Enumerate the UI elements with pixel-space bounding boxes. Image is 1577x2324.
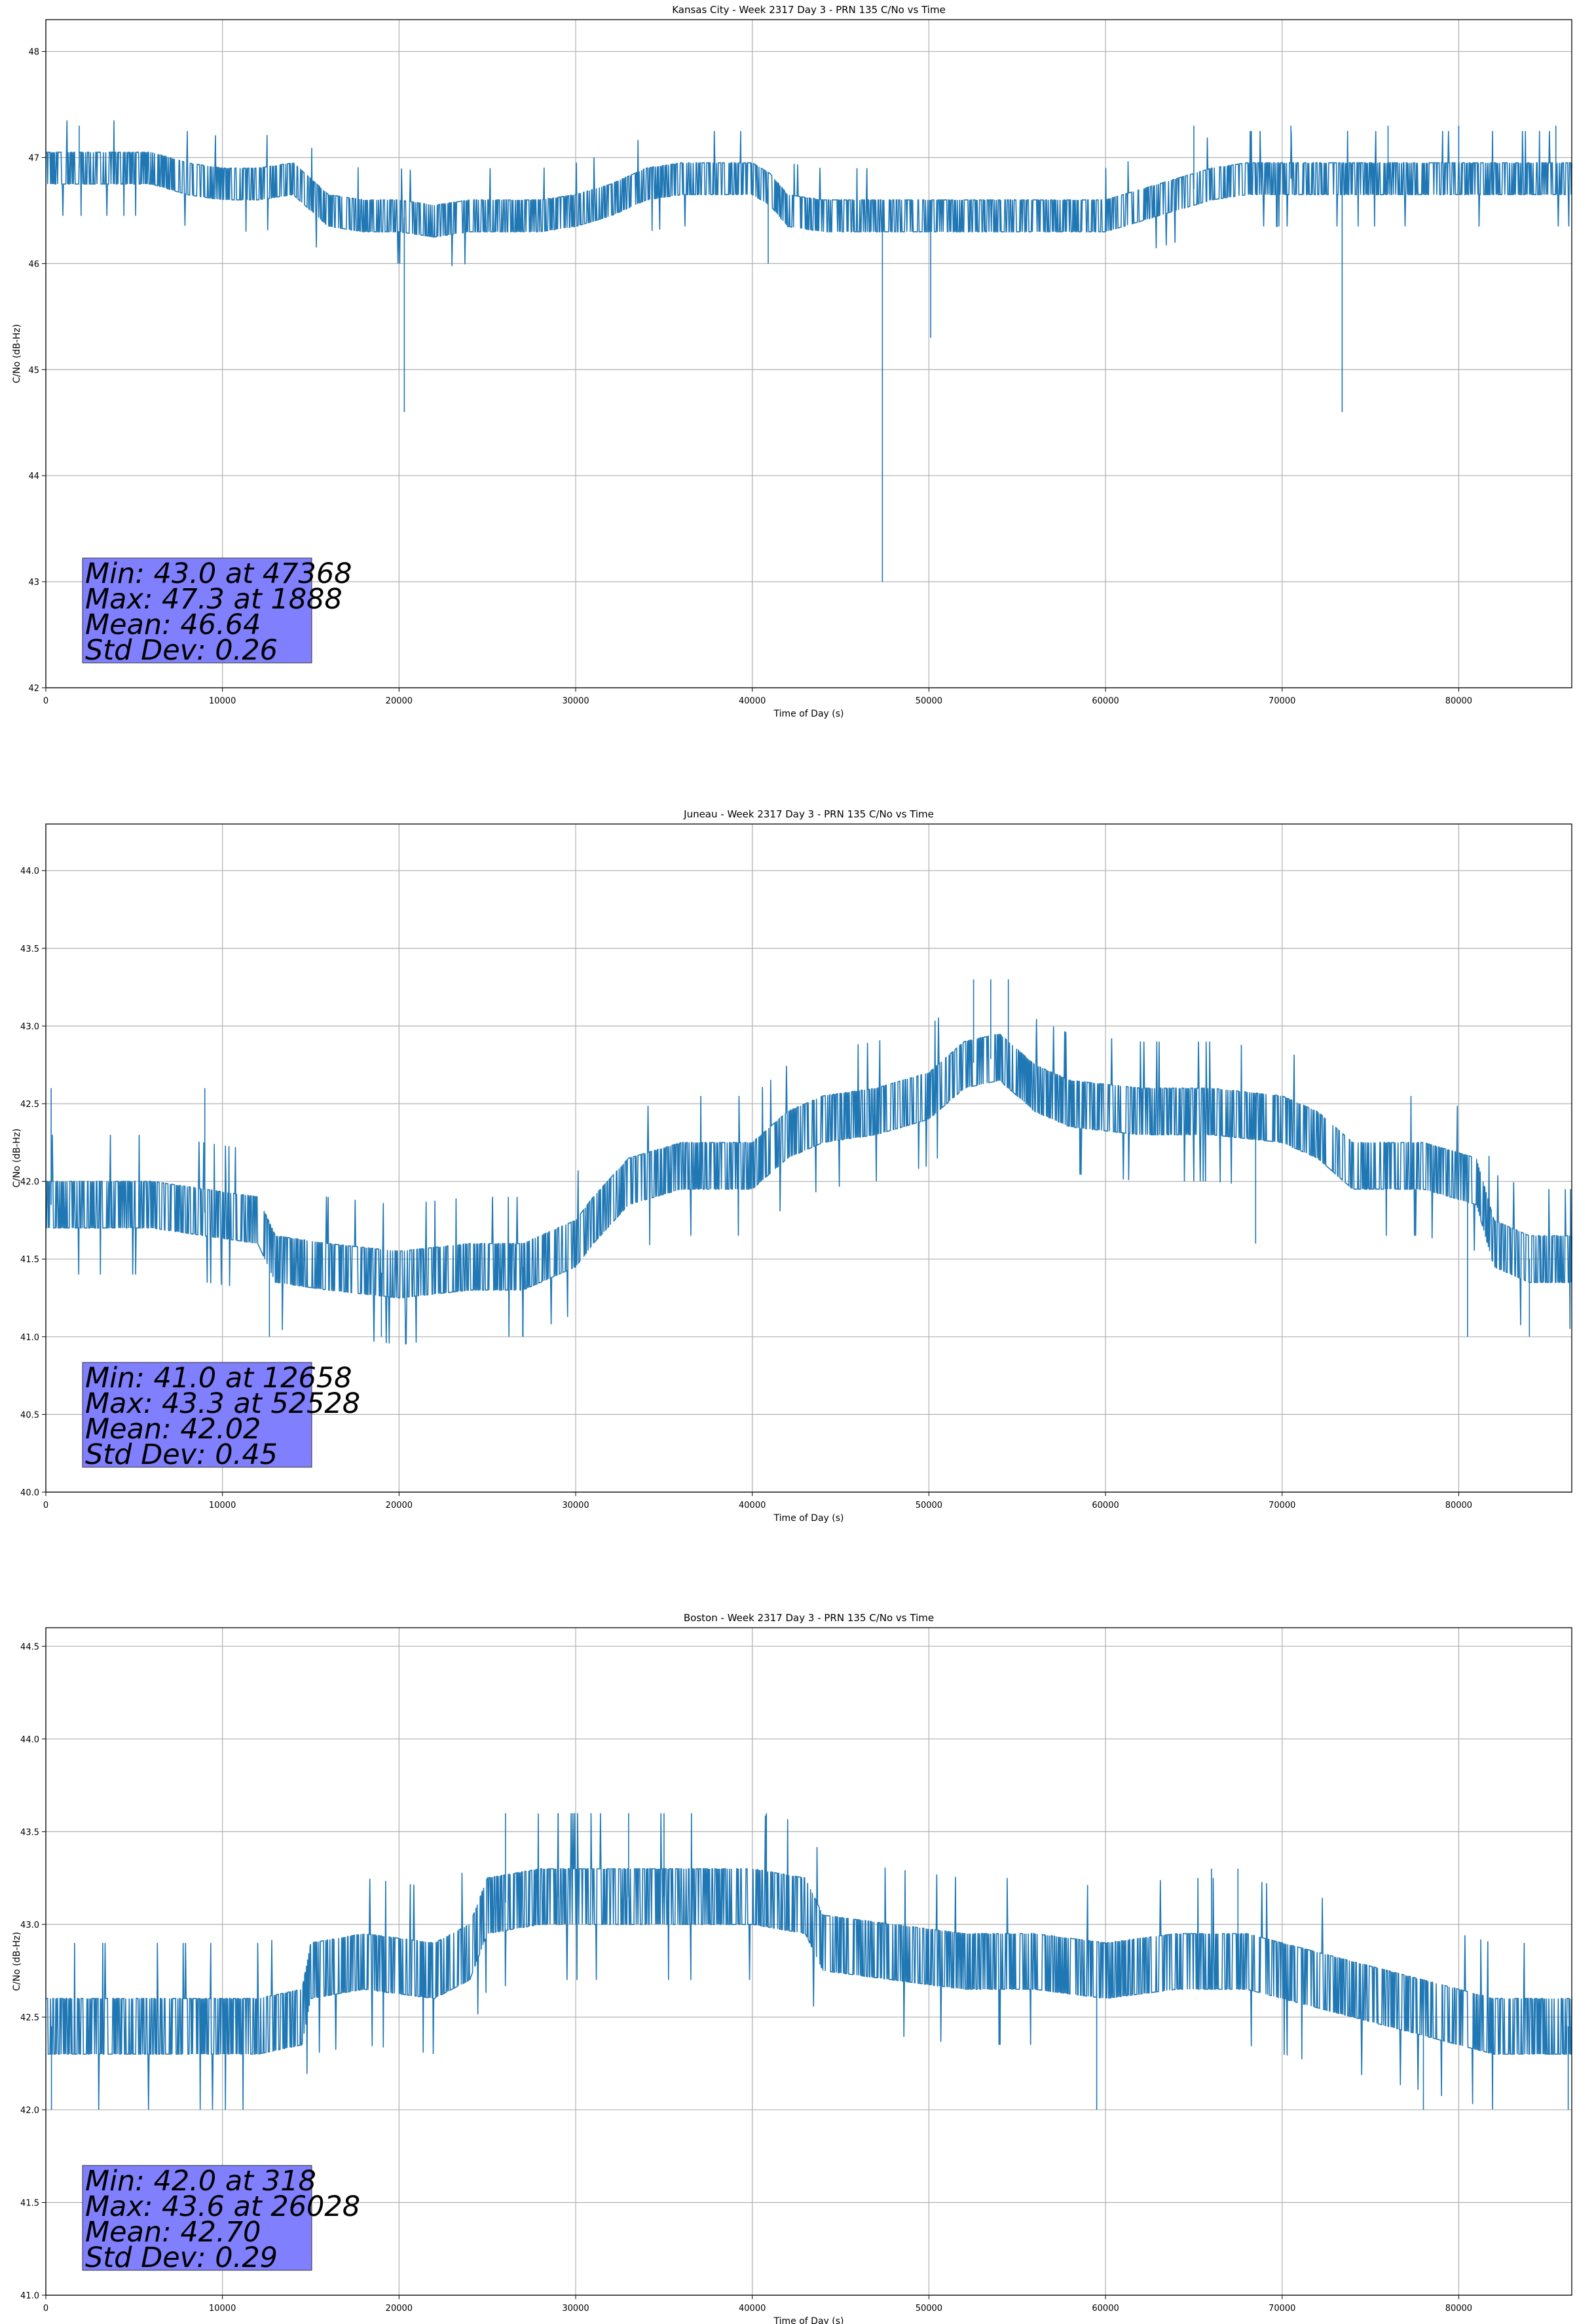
chart-title: Kansas City - Week 2317 Day 3 - PRN 135 … <box>672 4 946 16</box>
y-tick-label: 45 <box>28 365 39 375</box>
chart-title: Juneau - Week 2317 Day 3 - PRN 135 C/No … <box>683 808 934 820</box>
y-tick-label: 44.0 <box>20 1735 39 1745</box>
x-tick-label: 60000 <box>1092 1501 1119 1510</box>
y-tick-label: 41.5 <box>20 2198 39 2208</box>
stats-line: Min: 42.0 at 318 <box>85 2165 316 2198</box>
chart-panel-2: 0 10000 20000 30000 40000 50000 60000 70000 8000… <box>12 1612 1572 2324</box>
x-tick-label: 0 <box>43 696 48 706</box>
stats-line: Max: 43.3 at 52528 <box>85 1387 360 1420</box>
axes-frame <box>45 19 1572 688</box>
x-tick-label: 10000 <box>209 1501 236 1510</box>
series-line <box>46 979 1572 1345</box>
x-tick-label: 10000 <box>209 2304 236 2314</box>
x-tick-label: 30000 <box>562 2304 589 2314</box>
x-tick-label: 40000 <box>739 2304 766 2314</box>
y-tick-label: 43.0 <box>20 1022 39 1032</box>
x-tick-label: 50000 <box>916 696 942 706</box>
stats-line: Std Dev: 0.45 <box>85 1438 278 1471</box>
x-tick-label: 20000 <box>386 1501 413 1510</box>
x-tick-label: 30000 <box>562 696 589 706</box>
x-axis-label: Time of Day (s) <box>773 709 844 719</box>
stats-box <box>82 557 312 664</box>
y-tick-label: 43.5 <box>20 945 39 954</box>
y-axis-label: C/No (dB-Hz) <box>12 1932 22 1991</box>
y-tick-label: 46 <box>28 259 39 269</box>
x-tick-label: 80000 <box>1445 2304 1472 2314</box>
y-tick-label: 42 <box>28 684 39 694</box>
x-tick-label: 50000 <box>916 1501 942 1510</box>
x-tick-label: 60000 <box>1092 696 1119 706</box>
y-tick-label: 40.0 <box>20 1488 39 1498</box>
chart-panel-0: 0 10000 20000 30000 40000 50000 60000 70000 8000… <box>12 4 1572 719</box>
x-tick-label: 80000 <box>1445 1501 1472 1510</box>
axes-frame <box>45 823 1572 1493</box>
stats-line: Mean: 42.02 <box>85 1413 261 1446</box>
x-tick-label: 70000 <box>1269 696 1295 706</box>
x-tick-label: 20000 <box>386 2304 413 2314</box>
stats-line: Std Dev: 0.29 <box>85 2241 278 2274</box>
y-tick-label: 43 <box>28 578 39 588</box>
x-tick-label: 60000 <box>1092 2304 1119 2314</box>
y-tick-label: 42.5 <box>20 2013 39 2023</box>
x-tick-label: 80000 <box>1445 696 1472 706</box>
x-tick-label: 0 <box>43 2304 48 2314</box>
axes-frame <box>45 1627 1572 2296</box>
x-tick-label: 0 <box>43 1501 48 1510</box>
series-line <box>46 1813 1572 2110</box>
x-axis-label: Time of Day (s) <box>773 1513 844 1524</box>
series-line <box>46 120 1572 582</box>
stats-line: Max: 43.6 at 26028 <box>85 2190 360 2223</box>
stats-line: Min: 43.0 at 47368 <box>85 557 352 590</box>
stats-box <box>82 1362 312 1468</box>
stats-line: Max: 47.3 at 1888 <box>85 583 343 616</box>
x-tick-label: 10000 <box>209 696 236 706</box>
y-tick-label: 44.5 <box>20 1642 39 1652</box>
y-tick-label: 47 <box>28 153 39 163</box>
stats-line: Std Dev: 0.26 <box>85 634 278 667</box>
stats-line: Mean: 46.64 <box>85 609 261 641</box>
y-tick-label: 41.0 <box>20 2291 39 2301</box>
x-tick-label: 20000 <box>386 696 413 706</box>
y-tick-label: 42.0 <box>20 1178 39 1188</box>
x-tick-label: 40000 <box>739 1501 766 1510</box>
y-tick-label: 43.0 <box>20 1921 39 1930</box>
x-axis-label: Time of Day (s) <box>773 2316 844 2324</box>
x-tick-label: 50000 <box>916 2304 942 2314</box>
y-tick-label: 41.5 <box>20 1255 39 1265</box>
chart-panel-1: 0 10000 20000 30000 40000 50000 60000 70000 8000… <box>12 808 1572 1524</box>
stats-box <box>82 2165 312 2271</box>
stats-line: Min: 41.0 at 12658 <box>85 1362 352 1395</box>
y-axis-label: C/No (dB-Hz) <box>12 1129 22 1188</box>
y-tick-label: 48 <box>28 48 39 58</box>
y-tick-label: 41.0 <box>20 1333 39 1343</box>
y-tick-label: 44 <box>28 472 39 481</box>
y-axis-label: C/No (dB-Hz) <box>12 324 22 383</box>
y-tick-label: 42.0 <box>20 2106 39 2116</box>
y-tick-label: 40.5 <box>20 1410 39 1420</box>
y-tick-label: 44.0 <box>20 867 39 876</box>
x-tick-label: 70000 <box>1269 2304 1295 2314</box>
chart-title: Boston - Week 2317 Day 3 - PRN 135 C/No … <box>684 1612 934 1624</box>
x-tick-label: 30000 <box>562 1501 589 1510</box>
x-tick-label: 70000 <box>1269 1501 1295 1510</box>
x-tick-label: 40000 <box>739 696 766 706</box>
y-tick-label: 43.5 <box>20 1827 39 1837</box>
stats-line: Mean: 42.70 <box>85 2216 261 2249</box>
y-tick-label: 42.5 <box>20 1100 39 1110</box>
